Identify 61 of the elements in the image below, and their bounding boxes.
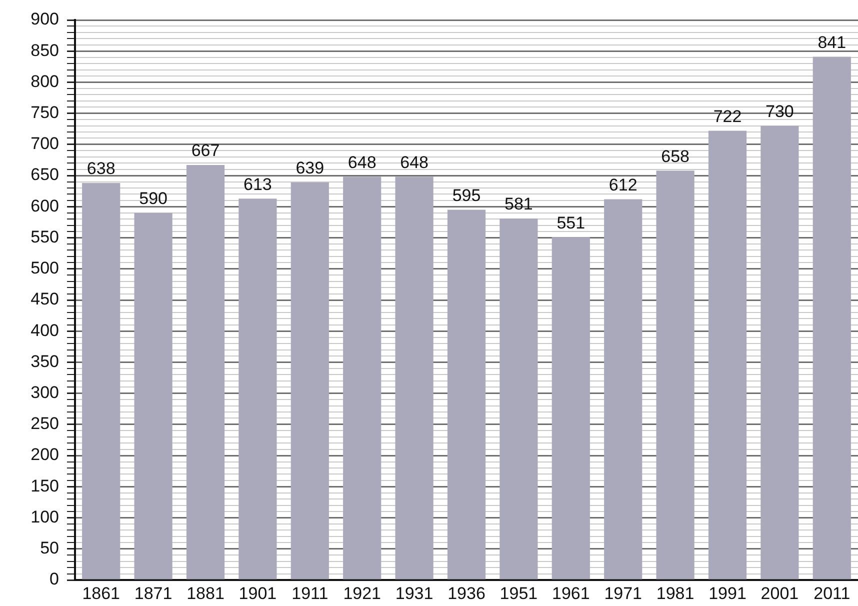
x-tick-label: 1951 bbox=[500, 584, 538, 603]
y-tick-label: 650 bbox=[30, 165, 59, 184]
x-tick-label: 2011 bbox=[814, 584, 850, 603]
bar bbox=[343, 176, 382, 580]
bar bbox=[656, 170, 694, 580]
bar bbox=[708, 130, 747, 580]
x-tick-label: 1901 bbox=[238, 584, 277, 603]
data-label: 639 bbox=[296, 158, 324, 178]
bar bbox=[238, 198, 277, 580]
y-tick-label: 300 bbox=[30, 383, 59, 402]
bar bbox=[604, 199, 642, 580]
y-tick-label: 550 bbox=[30, 227, 59, 246]
y-tick-label: 0 bbox=[50, 570, 59, 589]
x-tick-label: 1991 bbox=[708, 584, 746, 603]
x-tick-label: 1961 bbox=[552, 584, 590, 603]
data-label: 612 bbox=[608, 175, 638, 194]
data-label: 648 bbox=[400, 152, 428, 172]
bar bbox=[290, 182, 329, 580]
y-tick-label: 150 bbox=[30, 476, 59, 496]
data-label: 590 bbox=[139, 189, 168, 208]
y-tick-label: 750 bbox=[30, 103, 59, 122]
x-tick-label: 1881 bbox=[186, 584, 224, 603]
y-tick-label: 900 bbox=[30, 10, 59, 29]
y-tick-label: 350 bbox=[30, 352, 59, 371]
x-tick-label: 1871 bbox=[134, 584, 172, 603]
data-label: 595 bbox=[452, 186, 481, 205]
y-tick-label: 100 bbox=[30, 507, 59, 526]
x-tick-label: 1981 bbox=[656, 584, 694, 603]
bar bbox=[447, 210, 486, 580]
bar bbox=[812, 56, 851, 580]
x-tick-label: 1931 bbox=[395, 584, 434, 603]
y-tick-label: 50 bbox=[40, 538, 59, 558]
y-tick-label: 200 bbox=[30, 445, 59, 464]
data-label: 667 bbox=[191, 141, 220, 160]
bar bbox=[186, 164, 225, 580]
data-label: 551 bbox=[556, 213, 586, 232]
x-tick-label: 1936 bbox=[448, 584, 486, 603]
data-label: 648 bbox=[348, 152, 376, 172]
y-tick-label: 400 bbox=[30, 320, 59, 340]
bar bbox=[395, 176, 434, 580]
data-label: 613 bbox=[244, 174, 272, 194]
y-tick-label: 450 bbox=[30, 290, 59, 309]
y-tick-label: 500 bbox=[30, 258, 59, 278]
x-tick-label: 2001 bbox=[760, 584, 799, 603]
y-tick-label: 250 bbox=[30, 414, 59, 434]
x-tick-label: 1921 bbox=[343, 584, 382, 603]
y-tick-label: 600 bbox=[30, 196, 59, 216]
y-tick-label: 800 bbox=[30, 72, 59, 91]
data-label: 638 bbox=[86, 159, 116, 178]
x-tick-label: 1911 bbox=[292, 584, 328, 603]
bar bbox=[760, 126, 799, 580]
x-tick-label: 1861 bbox=[82, 584, 120, 603]
bar bbox=[134, 212, 172, 580]
bar bbox=[552, 237, 590, 580]
data-label: 658 bbox=[661, 146, 690, 166]
y-tick-label: 850 bbox=[30, 40, 59, 60]
x-tick-label: 1971 bbox=[604, 584, 642, 603]
bar bbox=[82, 183, 120, 580]
bar bbox=[500, 218, 538, 580]
data-label: 841 bbox=[818, 32, 846, 52]
y-tick-label: 700 bbox=[30, 134, 59, 154]
